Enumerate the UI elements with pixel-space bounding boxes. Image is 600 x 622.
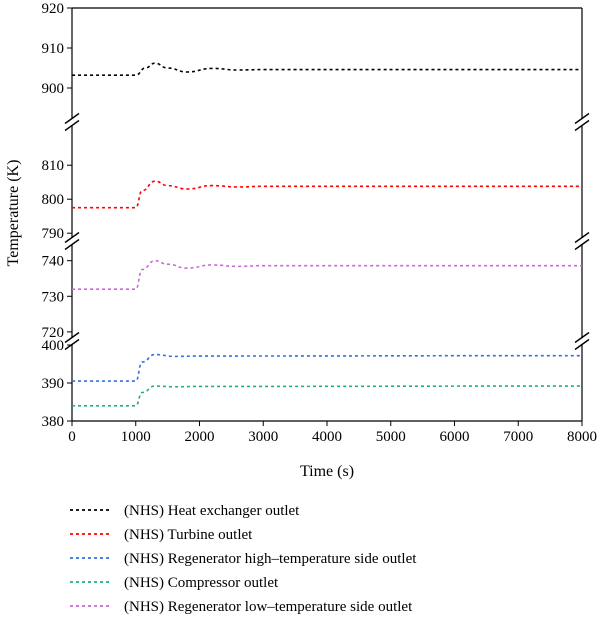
- y-tick-label: 810: [42, 158, 65, 174]
- legend-label-4: (NHS) Regenerator low–temperature side o…: [124, 599, 413, 615]
- x-tick-label: 8000: [567, 429, 597, 445]
- x-tick-label: 3000: [248, 429, 278, 445]
- axis-break-mark: [64, 112, 80, 125]
- axis-break-mark: [574, 112, 590, 125]
- x-tick-label: 5000: [376, 429, 406, 445]
- axis-break-mark: [64, 331, 80, 344]
- y-tick-label: 790: [42, 226, 65, 242]
- axis-break-mark: [574, 238, 590, 251]
- legend-label-1: (NHS) Turbine outlet: [124, 527, 253, 543]
- y-tick-label: 720: [42, 325, 65, 341]
- axis-break-mark: [574, 119, 590, 132]
- y-tick-label: 380: [42, 414, 65, 430]
- axis-break-mark: [574, 338, 590, 351]
- legend-label-3: (NHS) Compressor outlet: [124, 575, 279, 591]
- y-tick-label: 390: [42, 376, 65, 392]
- series-line-4: [72, 259, 582, 290]
- series-line-0: [71, 62, 582, 77]
- y-tick-label: 400: [42, 338, 65, 354]
- series-line-3: [71, 385, 583, 407]
- legend-label-2: (NHS) Regenerator high–temperature side …: [124, 551, 417, 567]
- y-tick-label: 730: [42, 289, 65, 305]
- x-tick-label: 4000: [312, 429, 342, 445]
- x-tick-label: 0: [68, 429, 76, 445]
- x-tick-label: 1000: [121, 429, 151, 445]
- y-tick-label: 900: [42, 81, 65, 97]
- y-tick-label: 800: [42, 192, 65, 208]
- axis-break-mark: [574, 231, 590, 244]
- series-line-2: [72, 353, 583, 382]
- x-tick-label: 6000: [440, 429, 470, 445]
- legend-label-0: (NHS) Heat exchanger outlet: [124, 503, 300, 519]
- legend: (NHS) Heat exchanger outlet (NHS) Turbine…: [70, 503, 417, 615]
- y-tick-label: 920: [42, 1, 65, 17]
- x-tick-label: 2000: [185, 429, 215, 445]
- x-tick-label: 7000: [503, 429, 533, 445]
- axis-break-mark: [64, 119, 80, 132]
- y-tick-label: 740: [42, 254, 65, 270]
- x-axis-title: Time (s): [300, 463, 354, 480]
- axis-break-mark: [574, 331, 590, 344]
- axis-break-mark: [64, 231, 80, 244]
- y-axis-title: Temperature (K): [5, 160, 22, 267]
- axis-break-mark: [64, 238, 80, 251]
- y-tick-label: 910: [42, 41, 65, 57]
- series-line-1: [71, 180, 582, 209]
